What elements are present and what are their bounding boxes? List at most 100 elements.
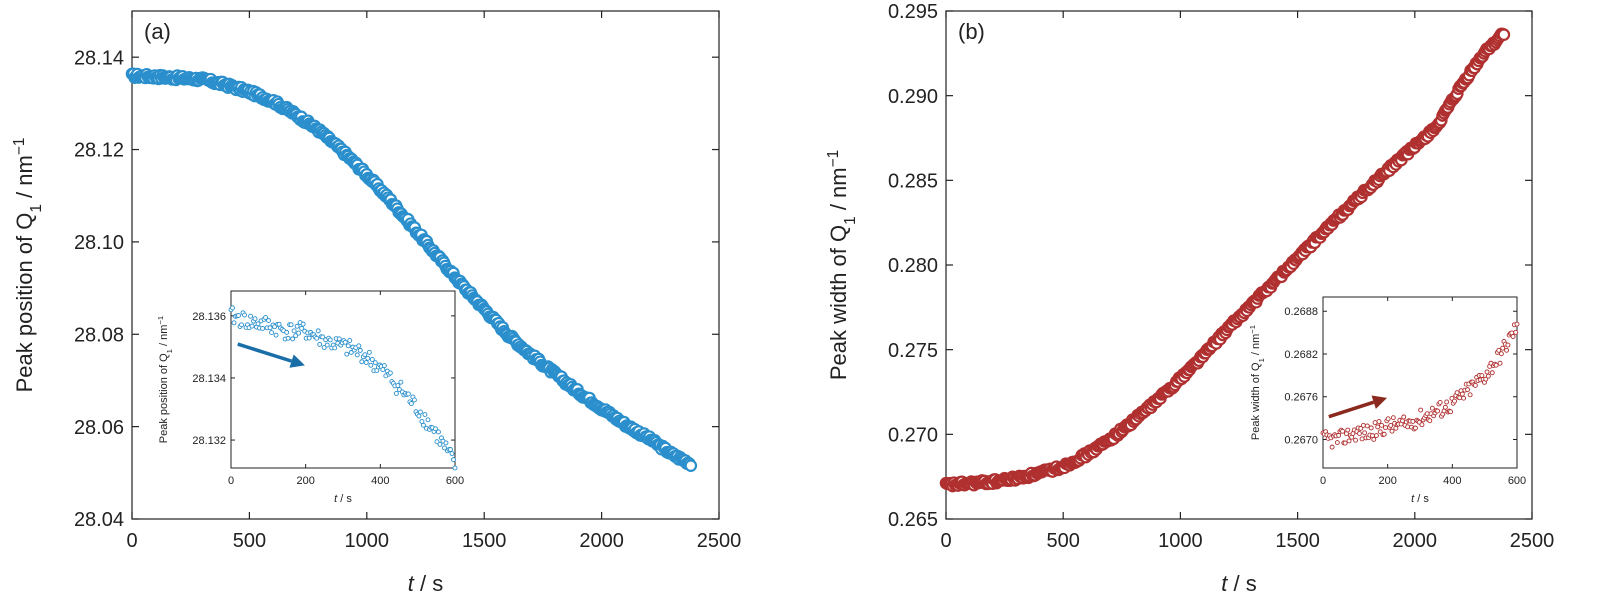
panel-a-x-tick-label: 0 [126,530,137,552]
panel-a-inset-trend-arrowhead [289,354,305,368]
panel-a-inset-point [365,355,371,361]
panel-a-inset-point [434,439,440,445]
panel-b-inset-point [1410,418,1416,424]
panel-b-y-tick-label: 0.265 [888,509,938,531]
panel-a-x-tick-label: 1500 [462,530,507,552]
panel-b-inset-point [1513,329,1519,335]
panel-a-inset-point [417,409,423,415]
panel-a-inset-point [300,321,306,327]
panel-a-inset-point [285,335,291,341]
panel-a-inset-point [344,351,350,357]
panel-a-inset-point [347,338,353,343]
panel-a-inset-trend-arrow [237,342,293,363]
panel-a-points [125,67,698,472]
panel-b-x-tick-label: 2500 [1510,530,1555,552]
panel-b-y-tick-label: 0.290 [888,86,938,108]
panel-b-inset-point [1375,424,1381,430]
panel-a-inset-point [324,342,330,348]
panel-a-inset-point [249,323,255,329]
panel-a-x-tick-label: 2500 [697,530,742,552]
panel-b-label: (b) [958,19,985,44]
panel-a-inset-point [437,441,443,447]
panel-a-inset-point [387,370,393,376]
panel-a-inset-point [420,422,426,428]
panel-b-inset-axes: 0 200 400 600 0.2670 0.2676 0.2682 0.2688 t / s P… [1248,296,1526,505]
panel-b-inset-point [1500,345,1506,351]
panel-b-y-tick-label: 0.295 [888,1,938,23]
panel-a-inset-point [443,440,449,446]
panel-a-inset-point [362,352,368,358]
panel-a-inset-point [363,360,369,365]
panel-b-y-tick-label: 0.270 [888,425,938,447]
panel-b-inset-point [1510,334,1516,339]
panel-b-inset-point [1472,382,1478,388]
panel-a-inset-x-tick-label: 600 [446,475,464,487]
panel-a-inset-x-tick-label: 200 [296,475,314,487]
panel-a-inset-point [284,329,290,335]
panel-a-inset-point [299,325,305,331]
panel-b-inset-point [1505,342,1511,348]
panel-b-inset-point [1368,425,1374,431]
panel-b-inset-point [1372,420,1378,426]
panel-a-inset-point [239,322,244,328]
panel-a-inset-point [296,330,302,336]
panel-b-inset-y-tick-label: 0.2688 [1284,306,1318,318]
panel-b-x-tick-label: 500 [1047,530,1080,552]
panel-b-inset-point [1485,373,1491,379]
panel-a-inset-point [372,360,378,366]
panel-a-inset-point [342,339,348,345]
panel-a-inset-point [231,320,237,326]
panel-b-points [939,27,1511,493]
panel-a-inset-point [368,362,374,368]
panel-b-inset-point [1448,409,1454,415]
panel-b-inset-point [1357,431,1362,436]
panel-b-inset-point [1383,425,1388,431]
panel-a-point [684,459,698,472]
panel-b-inset-point [1437,399,1443,405]
panel-a-x-tick-label: 2000 [579,530,624,552]
panel-a-inset-point [380,367,386,373]
panel-a-inset-axes: 0 200 400 600 28.132 28.134 28.136 t / s Peak po… [156,290,464,505]
panel-a-inset-point [293,333,299,339]
panel-b-inset-point [1340,428,1345,434]
panel-b-inset-point [1388,422,1394,428]
panel-b-inset-x-tick-label: 0 [1320,475,1326,487]
panel-b-inset-point [1452,398,1457,404]
panel-b-inset-point [1381,431,1387,437]
panel-a-inset-point [317,341,323,347]
panel-a-inset-point [263,315,269,320]
panel-a-inset-point [395,383,401,389]
panel-a-y-tick-label: 28.10 [74,232,124,254]
panel-a-inset-point [411,397,417,403]
panel-b-inset-frame [1322,296,1518,469]
panel-b-inset-point [1376,419,1382,424]
panel-a-inset-y-tick-label: 28.136 [192,311,226,323]
panel-b-inset-y-tick-label: 0.2682 [1284,349,1318,361]
panel-a-inset-point [260,326,266,331]
panel-b-y-tick-label: 0.280 [888,255,938,277]
panel-b-inset-point [1346,438,1352,444]
panel-b-inset-y-tick-label: 0.2670 [1284,434,1318,446]
panel-b-inset-point [1489,370,1495,376]
panel-b-inset-point [1360,422,1366,428]
panel-b-inset-point [1373,433,1379,439]
panel-a-inset-point [273,332,279,338]
panel-b-y-axis-label: Peak width of Q1 / nm−1 [825,150,859,380]
panel-b-inset-point [1467,392,1473,398]
panel-a-inset-x-axis-label: t / s [334,493,352,505]
panel-b-x-tick-label: 2000 [1393,530,1438,552]
panel-b-inset-point [1514,321,1520,327]
panel-a-inset-y-axis-label: Peak position of Q1 / nm−1 [156,316,174,443]
panel-a-y-tick-label: 28.14 [74,47,124,69]
panel-b-inset-point [1353,437,1359,443]
panel-b-inset-point [1334,440,1340,446]
panel-a-inset-point [425,417,431,423]
panel-b-inset-point [1385,416,1391,422]
panel-a-inset-point [266,318,272,323]
panel-a-inset-point [366,349,372,355]
panel-a-inset-point [236,313,241,319]
panel-b-inset-point [1405,424,1411,430]
panel-a-inset-point [314,335,320,341]
panel-b-inset-point [1364,423,1370,429]
